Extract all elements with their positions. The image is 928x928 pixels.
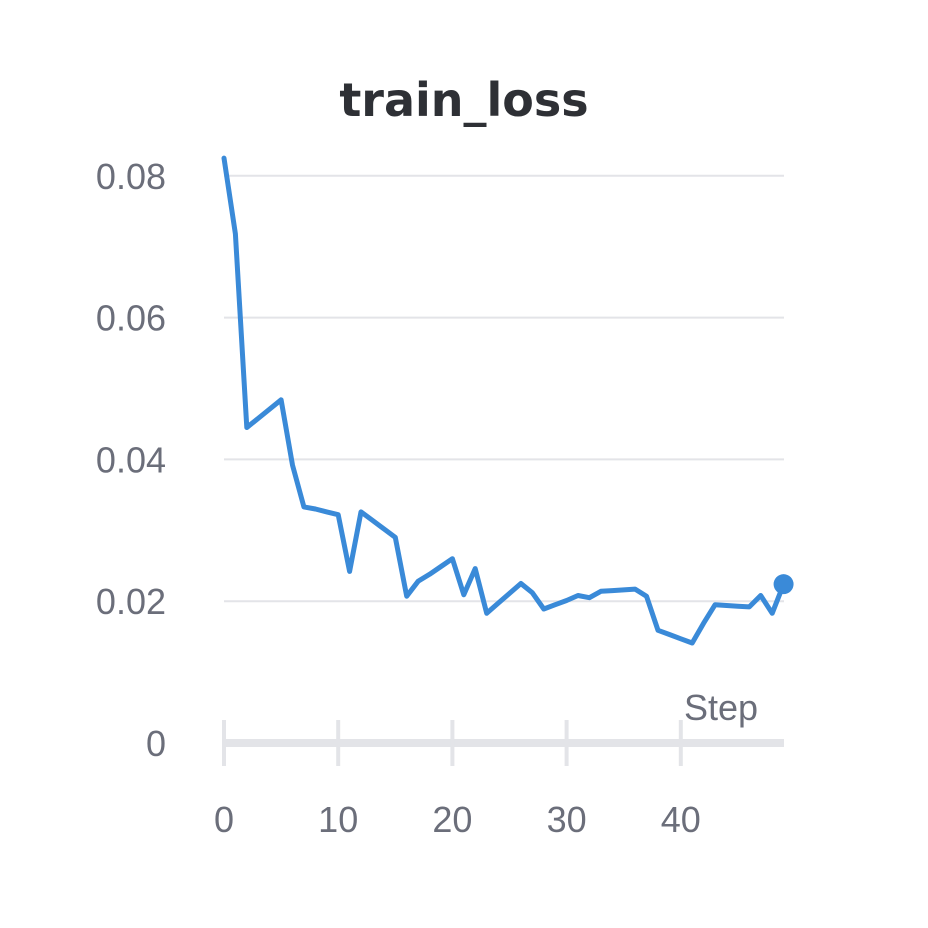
y-tick-label: 0 [146,723,166,764]
x-tick-label: 40 [661,799,701,840]
x-tick-label: 10 [318,799,358,840]
x-tick-label: 0 [214,799,234,840]
x-axis [222,720,784,766]
y-tick-label: 0.08 [96,156,166,197]
y-tick-label: 0.04 [96,439,166,480]
gridlines [224,174,784,603]
chart-title: train_loss [339,73,588,127]
x-tick-label: 20 [432,799,472,840]
series-layer [221,155,794,646]
series-line [221,155,787,646]
y-tick-label: 0.06 [96,298,166,339]
x-tick-label: 30 [547,799,587,840]
series-endpoint-marker [773,574,794,595]
x-axis-label: Step [684,687,758,728]
x-tick-labels: 0 10 20 30 40 [214,799,701,840]
y-tick-label: 0.02 [96,581,166,622]
y-axis: 0 0.02 0.04 0.06 0.08 [96,156,166,764]
